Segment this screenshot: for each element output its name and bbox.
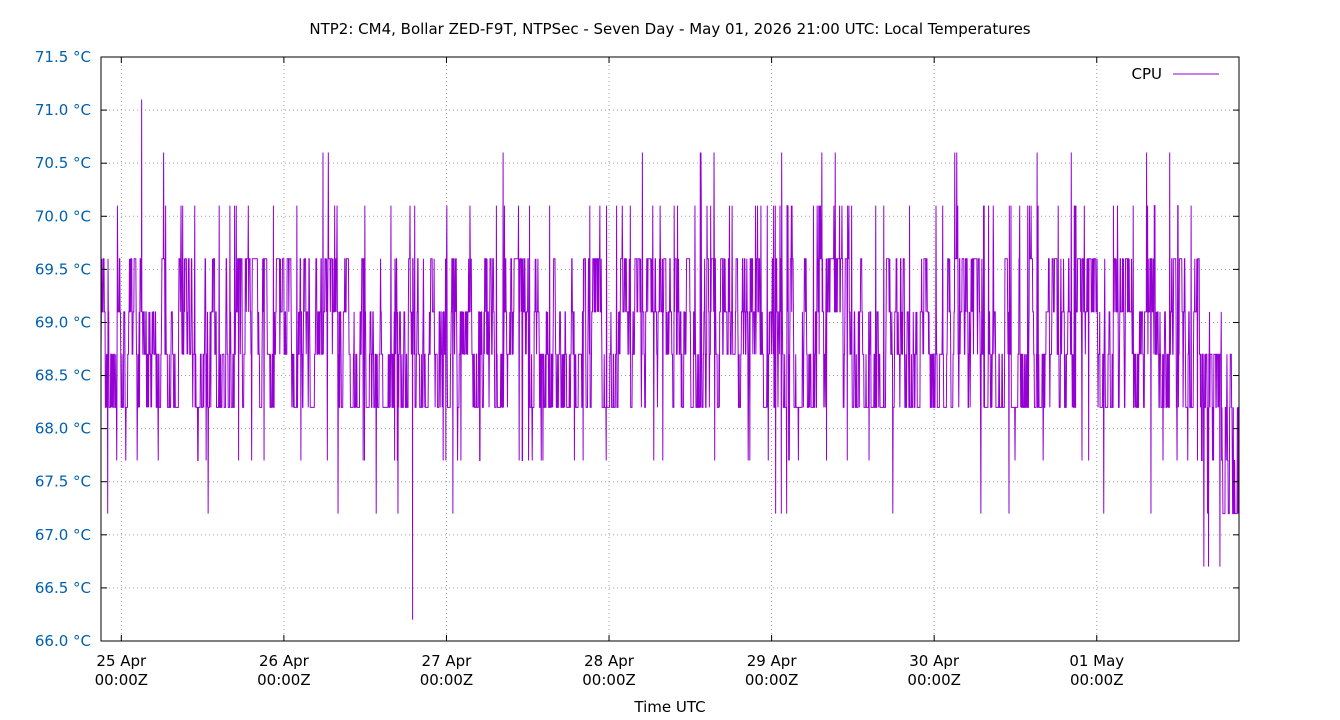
- grid-lines: [101, 57, 1239, 641]
- x-axis-label: Time UTC: [633, 698, 705, 716]
- x-tick-label: 00:00Z: [257, 671, 311, 689]
- series-line-cpu: [100, 99, 1240, 620]
- y-tick-label: 66.5 °C: [35, 579, 91, 597]
- y-tick-label: 70.0 °C: [35, 207, 91, 225]
- x-tick-label: 00:00Z: [1070, 671, 1124, 689]
- x-tick-label: 28 Apr: [584, 652, 635, 670]
- x-tick-label: 00:00Z: [907, 671, 961, 689]
- x-tick-label: 00:00Z: [582, 671, 636, 689]
- y-tick-label: 71.5 °C: [35, 48, 91, 66]
- x-tick-label: 01 May: [1069, 652, 1124, 670]
- legend: CPU: [1132, 65, 1219, 83]
- x-tick-label: 00:00Z: [745, 671, 799, 689]
- y-tick-label: 66.0 °C: [35, 632, 91, 650]
- chart-title: NTP2: CM4, Bollar ZED-F9T, NTPSec - Seve…: [309, 20, 1030, 38]
- series-cpu: [100, 99, 1240, 620]
- y-tick-label: 67.0 °C: [35, 526, 91, 544]
- x-tick-label: 00:00Z: [95, 671, 149, 689]
- x-tick-label: 26 Apr: [259, 652, 310, 670]
- y-tick-label: 68.0 °C: [35, 420, 91, 438]
- y-tick-label: 71.0 °C: [35, 101, 91, 119]
- x-tick-label: 29 Apr: [747, 652, 798, 670]
- plot-frame: [100, 56, 1240, 642]
- y-tick-label: 67.5 °C: [35, 473, 91, 491]
- x-tick-label: 30 Apr: [909, 652, 960, 670]
- x-tick-label: 27 Apr: [422, 652, 473, 670]
- legend-label-cpu: CPU: [1132, 65, 1163, 83]
- y-tick-label: 68.5 °C: [35, 367, 91, 385]
- y-tick-label: 69.0 °C: [35, 313, 91, 331]
- x-tick-label: 25 Apr: [96, 652, 147, 670]
- y-tick-label: 69.5 °C: [35, 260, 91, 278]
- y-tick-label: 70.5 °C: [35, 154, 91, 172]
- y-axis: 66.0 °C 66.5 °C 67.0 °C 67.5 °C 68.0 °C 68.5 …: [35, 48, 1239, 650]
- x-tick-label: 00:00Z: [420, 671, 474, 689]
